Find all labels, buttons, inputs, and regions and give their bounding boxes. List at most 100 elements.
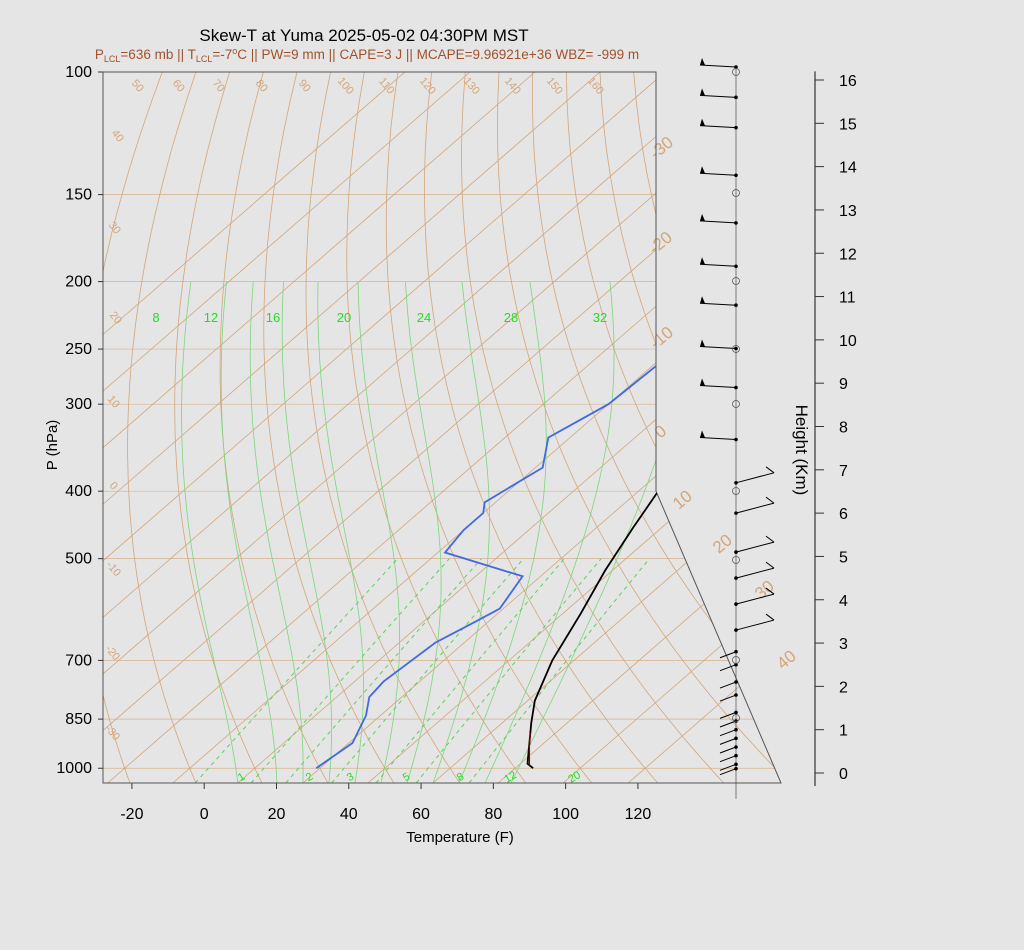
- dry-adiabat-label: 120: [417, 75, 438, 97]
- mixing-ratio-line: [250, 558, 450, 783]
- pressure-tick-label: 250: [65, 341, 92, 358]
- height-marker-ring: [732, 656, 740, 664]
- temperature-tick-label: 0: [200, 806, 209, 823]
- isotherm: [497, 72, 781, 783]
- height-tick-label: 5: [839, 549, 848, 566]
- moist-adiabat: [249, 281, 304, 783]
- pressure-tick-label: 100: [65, 64, 92, 81]
- moist-adiabat-label: 24: [417, 310, 431, 325]
- isotherm-label: 0: [651, 421, 670, 442]
- height-marker-ring: [732, 714, 740, 722]
- pressure-tick-label: 500: [65, 551, 92, 568]
- dry-adiabat: [633, 72, 781, 783]
- wind-barb: [719, 755, 737, 763]
- moist-adiabat: [405, 281, 442, 783]
- wind-profile: [699, 58, 775, 799]
- wind-barb-feather: [765, 561, 775, 569]
- temperature-tick-label: 60: [412, 806, 430, 823]
- dry-adiabat: [174, 72, 263, 783]
- dry-adiabat: [385, 72, 593, 783]
- parcel-segment-line: [528, 732, 531, 766]
- height-tick-label: 6: [839, 506, 848, 523]
- isotherm: [367, 72, 781, 783]
- dry-adiabat-label: 90: [296, 78, 313, 95]
- wind-pennant: [700, 339, 705, 347]
- wind-pennant: [700, 430, 705, 438]
- dewpoint-line: [315, 72, 781, 769]
- wind-barb-feather: [765, 613, 775, 621]
- wind-pennant: [700, 213, 705, 221]
- temperature-tick-label: 80: [484, 806, 502, 823]
- chart-subtitle: PLCL=636 mb || TLCL=-7oC || PW=9 mm || C…: [95, 46, 639, 64]
- temperature-line: [526, 72, 781, 769]
- height-tick-label: 3: [839, 636, 848, 653]
- mixing-ratio-label: 1: [236, 771, 247, 784]
- height-tick-label: 14: [839, 160, 857, 177]
- isotherm-label: 20: [709, 530, 736, 557]
- wind-barb: [699, 436, 737, 440]
- isotherm: [432, 72, 781, 783]
- x-axis-label: Temperature (F): [406, 829, 514, 846]
- mixing-ratio-label: 2: [304, 771, 315, 784]
- dry-adiabat: [424, 72, 659, 783]
- height-tick-label: 9: [839, 376, 848, 393]
- height-tick-label: 12: [839, 246, 857, 263]
- wind-barb: [719, 651, 737, 659]
- mixing-ratio-line: [468, 558, 650, 783]
- dry-adiabat-label: 150: [544, 75, 565, 97]
- wind-barb: [719, 763, 737, 771]
- dry-adiabat: [461, 72, 724, 783]
- wind-pennant: [700, 378, 705, 386]
- moist-adiabat-label: 8: [152, 310, 159, 325]
- mixing-ratio-line: [194, 558, 398, 783]
- temperature-tick-label: -20: [120, 806, 143, 823]
- height-tick-label: 15: [839, 116, 857, 133]
- mixing-ratio-label: 3: [345, 771, 356, 784]
- isotherm: [302, 72, 781, 783]
- height-marker-ring: [732, 189, 740, 197]
- mixing-ratio-label: 20: [566, 769, 583, 786]
- isotherm-label: 10: [669, 486, 696, 513]
- height-marker-ring: [732, 556, 740, 564]
- y-axis-label: P (hPa): [44, 420, 61, 471]
- moist-adiabat: [484, 281, 615, 783]
- temperature-tick-label: 20: [268, 806, 286, 823]
- wind-barb: [699, 94, 737, 98]
- moist-adiabat: [432, 281, 490, 783]
- dry-adiabat: [802, 72, 1024, 783]
- chart-title: Skew-T at Yuma 2025-05-02 04:30PM MST: [199, 26, 528, 45]
- wind-barb: [735, 567, 775, 579]
- plot-frame: [102, 71, 782, 784]
- pressure-tick-label: 300: [65, 396, 92, 413]
- height-marker-ring: [732, 487, 740, 495]
- isotherm: [103, 72, 406, 783]
- pressure-tick-label: 200: [65, 274, 92, 291]
- mixing-ratio-line: [331, 558, 524, 783]
- pressure-tick-label: 150: [65, 187, 92, 204]
- isotherm: [103, 72, 601, 783]
- wind-barb-feather: [765, 466, 775, 474]
- isotherm-label: -10: [646, 323, 677, 353]
- wind-barb: [735, 593, 775, 605]
- height-tick-label: 13: [839, 203, 857, 220]
- isotherm: [103, 72, 666, 783]
- wind-pennant: [700, 58, 705, 66]
- height-tick-label: 4: [839, 593, 848, 610]
- wind-barb-feather: [765, 496, 775, 504]
- dry-adiabat-label: 160: [585, 75, 606, 97]
- wind-barb: [735, 502, 775, 514]
- moist-adiabat-label: 28: [504, 310, 518, 325]
- dry-adiabat-label: -30: [103, 723, 122, 743]
- wind-level-dot: [734, 264, 738, 269]
- wind-barb: [719, 711, 737, 719]
- dry-adiabat-label: -10: [104, 559, 123, 579]
- dry-adiabat-label: 60: [170, 78, 187, 95]
- temperature-tick-label: 120: [625, 806, 652, 823]
- dry-adiabat: [103, 72, 163, 783]
- height-tick-label: 16: [839, 73, 857, 90]
- height-marker-ring: [732, 400, 740, 408]
- dry-adiabat: [497, 72, 781, 783]
- t-lcl-sub: LCL: [196, 54, 213, 64]
- dry-adiabat-label: 70: [210, 78, 227, 95]
